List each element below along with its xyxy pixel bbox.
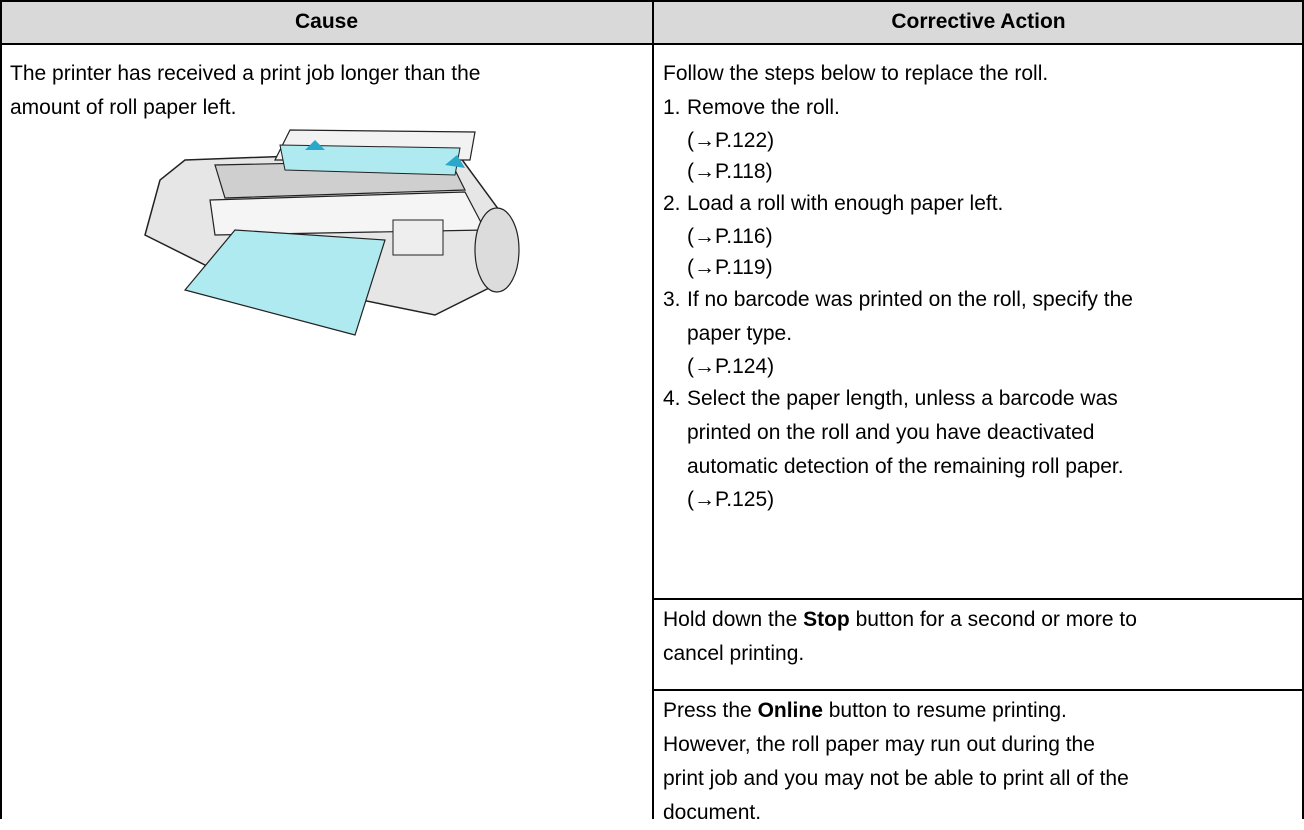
step-text: Load a roll with enough paper left. (687, 192, 1004, 215)
refs: (→P.125) (663, 484, 1133, 515)
text: button for a second or more to (855, 608, 1137, 631)
action-steps: Follow the steps below to replace the ro… (663, 57, 1133, 515)
step-text: Remove the roll. (687, 96, 840, 119)
text-line: document. (663, 801, 762, 824)
page-ref: (→P.119) (687, 256, 773, 279)
refs: (→P.116) (→P.119) (663, 221, 1133, 283)
step-text: Select the paper length, unless a barcod… (687, 387, 1118, 410)
cause-line: amount of roll paper left. (10, 96, 237, 119)
text: Press the (663, 699, 752, 722)
action-intro: Follow the steps below to replace the ro… (663, 62, 1049, 85)
text-line: cancel printing. (663, 642, 805, 665)
printer-illustration (144, 129, 520, 336)
step-number: 2. (663, 192, 681, 215)
cause-text: The printer has received a print job lon… (10, 57, 480, 125)
step-number: 4. (663, 387, 681, 410)
step: 1. Remove the roll. (663, 91, 1133, 125)
text: Hold down the (663, 608, 798, 631)
text: button to resume printing. (828, 699, 1067, 722)
border (653, 598, 1304, 600)
step-text: printed on the roll and you have deactiv… (687, 421, 1095, 444)
button-name: Stop (803, 608, 850, 631)
step: 2. Load a roll with enough paper left. (663, 187, 1133, 221)
step-number: 3. (663, 288, 681, 311)
step-text: paper type. (687, 322, 793, 345)
button-name: Online (757, 699, 823, 722)
page-ref: (→P.122) (687, 129, 775, 152)
step-text: If no barcode was printed on the roll, s… (687, 288, 1133, 311)
page-ref: (→P.118) (687, 160, 773, 183)
border (0, 0, 2, 819)
refs: (→P.124) (663, 351, 1133, 382)
step-text: automatic detection of the remaining rol… (687, 455, 1124, 478)
step: 3. If no barcode was printed on the roll,… (663, 283, 1133, 351)
refs: (→P.122) (→P.118) (663, 125, 1133, 187)
online-action: Press the Online button to resume printi… (663, 694, 1129, 830)
stop-action: Hold down the Stop button for a second o… (663, 603, 1137, 671)
header-cause: Cause (0, 0, 653, 44)
step-number: 1. (663, 96, 681, 119)
border (653, 689, 1304, 691)
border (652, 0, 654, 819)
text-line: However, the roll paper may run out duri… (663, 733, 1095, 756)
header-action: Corrective Action (653, 0, 1304, 44)
step: 4. Select the paper length, unless a barc… (663, 382, 1133, 484)
cause-line: The printer has received a print job lon… (10, 62, 481, 85)
page-ref: (→P.124) (687, 355, 775, 378)
border (1302, 0, 1304, 819)
text-line: print job and you may not be able to pri… (663, 767, 1129, 790)
page-ref: (→P.116) (687, 225, 773, 248)
page-ref: (→P.125) (687, 488, 775, 511)
